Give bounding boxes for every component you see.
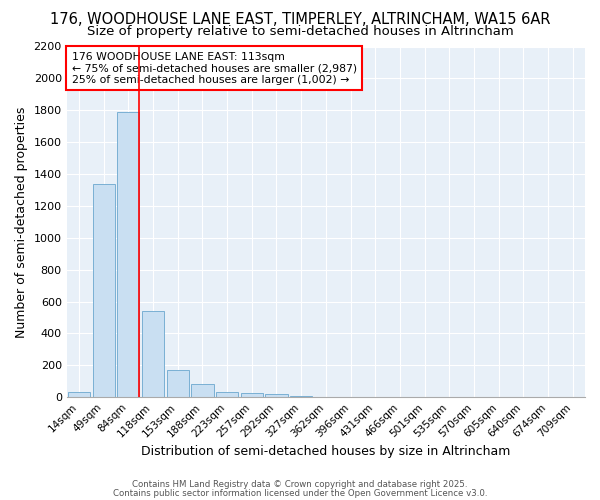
X-axis label: Distribution of semi-detached houses by size in Altrincham: Distribution of semi-detached houses by … (141, 444, 511, 458)
Bar (92, 184, 115, 397)
Y-axis label: Number of semi-detached properties: Number of semi-detached properties (15, 106, 28, 338)
Bar (241, 393, 263, 397)
Bar (167, 370, 189, 397)
Bar (216, 392, 238, 397)
Text: Size of property relative to semi-detached houses in Altrincham: Size of property relative to semi-detach… (86, 25, 514, 38)
Text: 176, WOODHOUSE LANE EAST, TIMPERLEY, ALTRINCHAM, WA15 6AR: 176, WOODHOUSE LANE EAST, TIMPERLEY, ALT… (50, 12, 550, 28)
Bar (68, 392, 90, 397)
Bar (265, 394, 287, 397)
Bar (290, 396, 312, 397)
Bar (117, 112, 139, 397)
Bar (191, 384, 214, 397)
Text: Contains HM Land Registry data © Crown copyright and database right 2025.: Contains HM Land Registry data © Crown c… (132, 480, 468, 489)
Text: Contains public sector information licensed under the Open Government Licence v3: Contains public sector information licen… (113, 489, 487, 498)
Text: 176 WOODHOUSE LANE EAST: 113sqm
← 75% of semi-detached houses are smaller (2,987: 176 WOODHOUSE LANE EAST: 113sqm ← 75% of… (72, 52, 357, 85)
Bar (142, 311, 164, 397)
